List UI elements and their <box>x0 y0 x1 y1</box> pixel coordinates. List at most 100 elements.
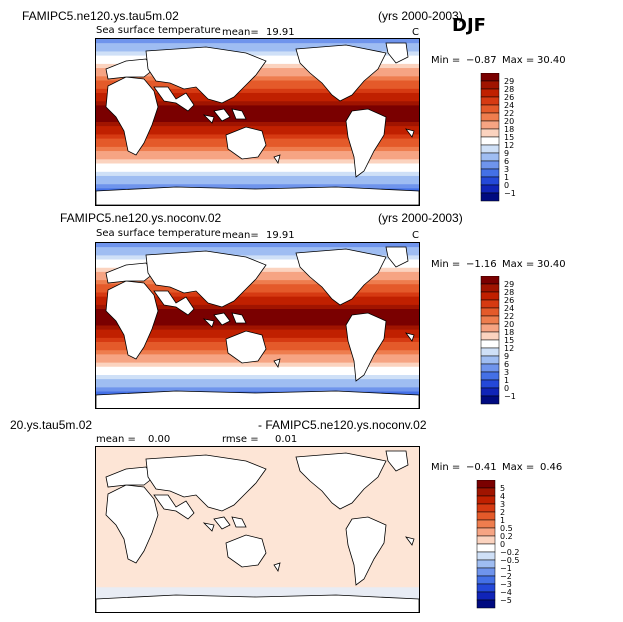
panel3-mean-value: 0.00 <box>148 434 171 445</box>
colorbar-tick-label: −1 <box>504 189 516 198</box>
field-band <box>96 101 419 106</box>
colorbar-swatch <box>480 128 500 138</box>
colorbar-tick-label: 3 <box>504 368 509 377</box>
field-band <box>96 84 419 90</box>
colorbar-swatch <box>480 299 500 309</box>
colorbar-swatch <box>476 511 496 521</box>
colorbar-swatch <box>480 339 500 349</box>
panel1-title: FAMIPC5.ne120.ys.tau5m.02 <box>22 9 179 23</box>
colorbar-tick-label: 0 <box>504 384 509 393</box>
panel1-max-value: 30.40 <box>537 55 566 66</box>
colorbar-tick-label: 0.5 <box>500 524 513 533</box>
field-band <box>96 288 419 293</box>
panel2-unit: C <box>412 230 419 241</box>
colorbar-tick-label: 20 <box>504 117 514 126</box>
coastline <box>385 246 409 268</box>
colorbar-swatch <box>480 379 500 389</box>
field-band <box>96 513 419 518</box>
field-band <box>96 304 419 310</box>
panel1-min-value: −0.87 <box>466 55 497 66</box>
colorbar-tick-label: 1 <box>500 516 505 525</box>
colorbar-swatch <box>480 136 500 146</box>
coastline <box>105 58 155 80</box>
field-band <box>96 455 419 460</box>
colorbar-swatch <box>480 80 500 90</box>
colorbar-swatch <box>480 168 500 178</box>
field-band <box>96 313 419 318</box>
coastline <box>345 516 387 586</box>
panel1-years: (yrs 2000-2003) <box>378 9 463 23</box>
field-band <box>96 88 419 94</box>
panel3-max-label: Max = <box>502 462 535 473</box>
field-band <box>96 370 419 376</box>
field-band <box>96 126 419 131</box>
field-band <box>96 317 419 322</box>
field-band <box>96 325 419 331</box>
field-band <box>96 492 419 497</box>
field-band <box>96 243 419 248</box>
colorbar-tick-label: 26 <box>504 296 514 305</box>
field-band <box>96 579 419 584</box>
colorbar-swatch <box>476 495 496 505</box>
panel1-map-svg <box>96 39 419 205</box>
colorbar-swatch <box>476 559 496 569</box>
field-band <box>96 117 419 123</box>
field-band <box>96 180 419 185</box>
field-band <box>96 379 419 384</box>
colorbar-swatch <box>480 120 500 130</box>
panel2-min-label: Min = <box>431 259 461 270</box>
colorbar-tick-label: −4 <box>500 588 512 597</box>
colorbar-swatch <box>480 363 500 373</box>
field-band <box>96 97 419 102</box>
colorbar-tick-label: 26 <box>504 93 514 102</box>
panel2-min-value: −1.16 <box>466 259 497 270</box>
colorbar-tick-label: 15 <box>504 133 514 142</box>
coastline <box>273 128 415 164</box>
colorbar-tick-label: 24 <box>504 101 514 110</box>
coastline <box>295 248 387 306</box>
field-band <box>96 570 419 576</box>
coastline <box>153 494 195 520</box>
colorbar-swatch <box>476 551 496 561</box>
colorbar-swatch <box>476 575 496 585</box>
panel2-title: FAMIPC5.ne120.ys.noconv.02 <box>60 211 222 225</box>
colorbar-swatch <box>476 599 496 609</box>
panel2-map-svg <box>96 243 419 408</box>
panel3-title-right: - FAMIPC5.ne120.ys.noconv.02 <box>258 418 427 432</box>
colorbar-tick-label: 3 <box>504 165 509 174</box>
coastline <box>345 312 387 382</box>
colorbar-tick-label: 24 <box>504 304 514 313</box>
field-band <box>96 496 419 502</box>
panel3-min-value: −0.41 <box>466 462 497 473</box>
coastline <box>105 466 155 488</box>
colorbar-tick-label: 9 <box>504 149 509 158</box>
colorbar-tick-label: 6 <box>504 360 509 369</box>
colorbar-tick-label: 18 <box>504 328 514 337</box>
colorbar-tick-label: −1 <box>504 392 516 401</box>
colorbar-swatch <box>480 331 500 341</box>
colorbar-tick-label: 0.2 <box>500 532 513 541</box>
colorbar-swatch <box>480 315 500 325</box>
colorbar-swatch <box>480 371 500 381</box>
panel3-map-svg <box>96 447 419 612</box>
colorbar-swatch <box>480 355 500 365</box>
field-band <box>96 122 419 127</box>
colorbar-tick-label: 20 <box>504 320 514 329</box>
colorbar-tick-label: 1 <box>504 173 509 182</box>
colorbar-tick-label: −5 <box>500 596 512 605</box>
field-band <box>96 309 419 314</box>
field-band <box>96 362 419 368</box>
field-band <box>96 300 419 306</box>
coastline <box>273 332 415 368</box>
panel3-map <box>95 446 420 613</box>
field-band <box>96 276 419 281</box>
field-band <box>96 533 419 539</box>
field-band <box>96 504 419 510</box>
coastline <box>153 86 195 112</box>
colorbar-swatch <box>476 503 496 513</box>
field-band <box>96 92 419 98</box>
colorbar-tick-label: 28 <box>504 85 514 94</box>
coastline <box>225 330 267 364</box>
field-band <box>96 171 419 177</box>
